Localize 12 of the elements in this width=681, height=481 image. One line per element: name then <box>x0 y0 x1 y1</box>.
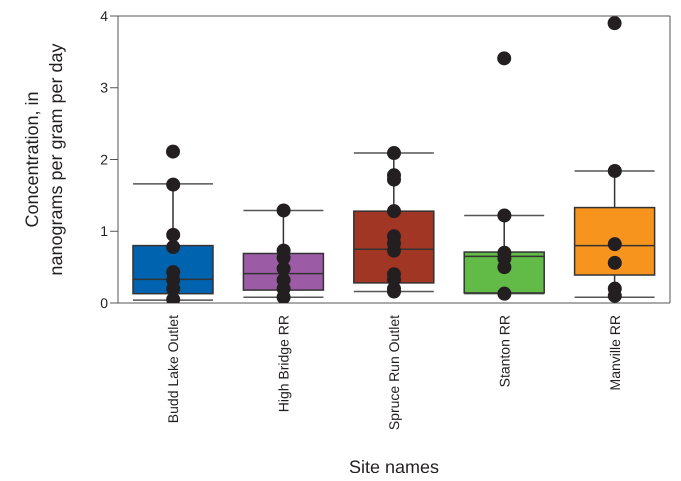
x-tick-label: Stanton RR <box>496 315 512 388</box>
y-tick-label: 1 <box>100 223 108 240</box>
y-tick-label: 0 <box>100 294 108 311</box>
x-tick-label: Manville RR <box>606 315 623 390</box>
x-tick-label: Spruce Run Outlet <box>386 314 402 430</box>
x-tick-label: Budd Lake Outlet <box>165 314 182 424</box>
y-tick-label: 2 <box>100 151 108 168</box>
y-axis-title: Concentration, in nanograms per gram per day <box>22 43 66 276</box>
x-tick-label: High Bridge RR <box>276 315 292 412</box>
y-tick-label: 3 <box>100 80 108 96</box>
x-axis-title: Site names <box>348 457 440 477</box>
y-tick-label: 4 <box>100 8 108 24</box>
